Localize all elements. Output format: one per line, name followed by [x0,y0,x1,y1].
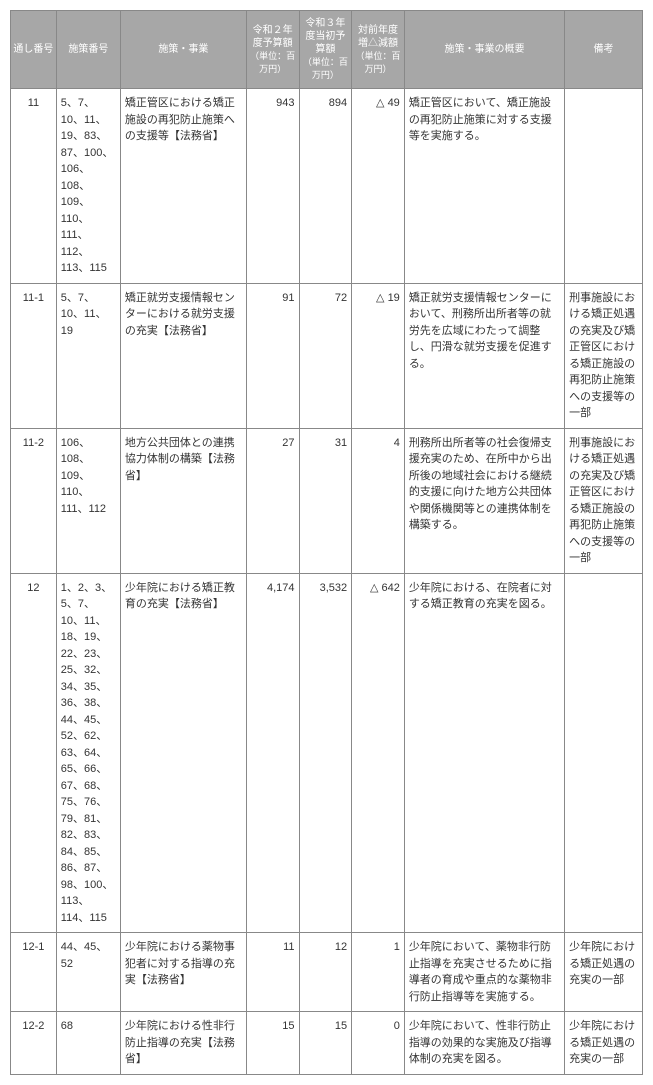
cell-desc: 矯正管区において、矯正施設の再犯防止施策に対する支援等を実施する。 [404,89,564,284]
cell-name: 少年院における薬物事犯者に対する指導の充実【法務省】 [120,933,246,1012]
cell-desc: 矯正就労支援情報センターにおいて、刑務所出所者等の就労先を広域にわたって調整し、… [404,283,564,428]
cell-policy: 44、45、52 [56,933,120,1012]
header-r3-label: 令和３年度当初予算額 [305,18,345,55]
header-name: 施策・事業 [120,11,246,89]
cell-serial: 11-2 [11,428,57,573]
cell-r2: 11 [246,933,299,1012]
header-r3-unit: （単位：百万円） [303,57,348,80]
cell-name: 矯正管区における矯正施設の再犯防止施策への支援等【法務省】 [120,89,246,284]
cell-note [565,89,643,284]
cell-diff: 1 [352,933,405,1012]
cell-desc: 少年院において、薬物非行防止指導を充実させるために指導者の育成や重点的な薬物非行… [404,933,564,1012]
header-desc: 施策・事業の概要 [404,11,564,89]
cell-name: 地方公共団体との連携協力体制の構築【法務省】 [120,428,246,573]
cell-policy: 68 [56,1012,120,1075]
cell-name: 少年院における矯正教育の充実【法務省】 [120,573,246,933]
cell-policy: 1、2、3、5、7、10、11、18、19、22、23、25、32、34、35、… [56,573,120,933]
cell-desc: 少年院において、性非行防止指導の効果的な実施及び指導体制の充実を図る。 [404,1012,564,1075]
cell-r3: 894 [299,89,352,284]
table-body: 115、7、10、11、19、83、87、100、106、108、109、110… [11,89,643,1075]
header-note: 備考 [565,11,643,89]
budget-table: 通し番号 施策番号 施策・事業 令和２年度予算額 （単位：百万円） 令和３年度当… [10,10,643,1075]
header-r2-unit: （単位：百万円） [250,51,295,74]
cell-serial: 11 [11,89,57,284]
cell-r2: 27 [246,428,299,573]
table-row: 11-15、7、10、11、19矯正就労支援情報センターにおける就労支援の充実【… [11,283,643,428]
header-policy: 施策番号 [56,11,120,89]
header-serial: 通し番号 [11,11,57,89]
cell-name: 少年院における性非行防止指導の充実【法務省】 [120,1012,246,1075]
cell-note: 少年院における矯正処遇の充実の一部 [565,1012,643,1075]
cell-diff: △ 19 [352,283,405,428]
cell-diff: 4 [352,428,405,573]
cell-r2: 15 [246,1012,299,1075]
table-header: 通し番号 施策番号 施策・事業 令和２年度予算額 （単位：百万円） 令和３年度当… [11,11,643,89]
cell-name: 矯正就労支援情報センターにおける就労支援の充実【法務省】 [120,283,246,428]
cell-note [565,573,643,933]
cell-desc: 刑務所出所者等の社会復帰支援充実のため、在所中から出所後の地域社会における継続的… [404,428,564,573]
cell-policy: 5、7、10、11、19、83、87、100、106、108、109、110、1… [56,89,120,284]
table-row: 12-144、45、52少年院における薬物事犯者に対する指導の充実【法務省】11… [11,933,643,1012]
table-row: 121、2、3、5、7、10、11、18、19、22、23、25、32、34、3… [11,573,643,933]
header-diff-unit: （単位：百万円） [355,51,400,74]
table-row: 12-268少年院における性非行防止指導の充実【法務省】15150少年院において… [11,1012,643,1075]
cell-r3: 3,532 [299,573,352,933]
header-r2-label: 令和２年度予算額 [253,25,293,49]
cell-r3: 72 [299,283,352,428]
header-diff-label: 対前年度増△減額 [358,25,398,49]
cell-desc: 少年院における、在院者に対する矯正教育の充実を図る。 [404,573,564,933]
cell-r2: 91 [246,283,299,428]
cell-serial: 11-1 [11,283,57,428]
cell-note: 少年院における矯正処遇の充実の一部 [565,933,643,1012]
header-r3: 令和３年度当初予算額 （単位：百万円） [299,11,352,89]
cell-serial: 12 [11,573,57,933]
cell-diff: 0 [352,1012,405,1075]
cell-policy: 5、7、10、11、19 [56,283,120,428]
cell-r2: 4,174 [246,573,299,933]
table-row: 115、7、10、11、19、83、87、100、106、108、109、110… [11,89,643,284]
cell-r3: 15 [299,1012,352,1075]
cell-serial: 12-2 [11,1012,57,1075]
cell-note: 刑事施設における矯正処遇の充実及び矯正管区における矯正施設の再犯防止施策への支援… [565,283,643,428]
cell-diff: △ 642 [352,573,405,933]
cell-serial: 12-1 [11,933,57,1012]
cell-diff: △ 49 [352,89,405,284]
cell-r3: 12 [299,933,352,1012]
header-r2: 令和２年度予算額 （単位：百万円） [246,11,299,89]
cell-note: 刑事施設における矯正処遇の充実及び矯正管区における矯正施設の再犯防止施策への支援… [565,428,643,573]
cell-policy: 106、108、109、110、111、112 [56,428,120,573]
cell-r2: 943 [246,89,299,284]
cell-r3: 31 [299,428,352,573]
header-diff: 対前年度増△減額 （単位：百万円） [352,11,405,89]
table-row: 11-2106、108、109、110、111、112地方公共団体との連携協力体… [11,428,643,573]
